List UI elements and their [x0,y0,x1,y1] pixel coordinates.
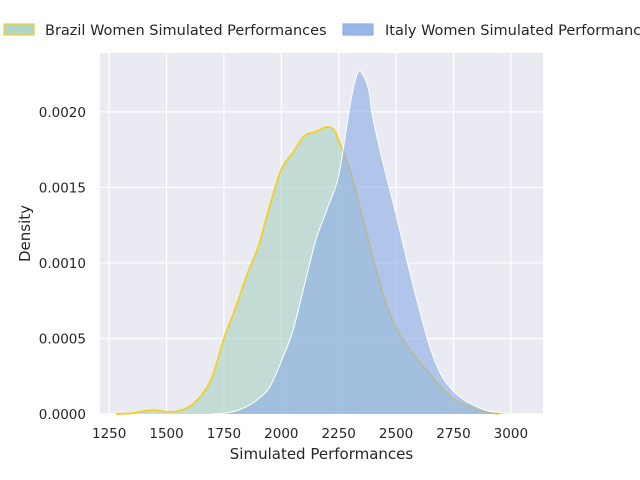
x-tick-label: 2750 [436,426,470,442]
legend: Brazil Women Simulated Performances Ital… [3,23,640,39]
x-tick-label: 3000 [494,426,528,442]
legend-label-brazil: Brazil Women Simulated Performances [45,23,327,39]
series-layer [116,69,523,415]
x-tick-label: 1750 [207,426,241,442]
x-axis: 1250 1500 1750 2000 2250 2500 2750 3000 [92,426,528,442]
legend-swatch-italy [342,23,374,36]
y-tick-label: 0.0005 [39,331,86,347]
x-tick-label: 2000 [264,426,298,442]
legend-swatch-brazil [3,23,35,36]
x-tick-label: 1250 [92,426,126,442]
x-tick-label: 1500 [149,426,183,442]
x-tick-label: 2500 [379,426,413,442]
line-italy [212,69,523,415]
y-tick-label: 0.0015 [39,180,86,196]
y-tick-label: 0.0020 [39,105,86,121]
y-axis-label: Density [16,205,34,262]
y-axis: 0.0000 0.0005 0.0010 0.0015 0.0020 [39,105,86,423]
y-tick-label: 0.0000 [39,407,86,423]
x-axis-label: Simulated Performances [230,445,414,463]
area-italy [212,70,523,414]
x-tick-label: 2250 [322,426,356,442]
y-tick-label: 0.0010 [39,256,86,272]
legend-label-italy: Italy Women Simulated Performances [385,23,640,39]
